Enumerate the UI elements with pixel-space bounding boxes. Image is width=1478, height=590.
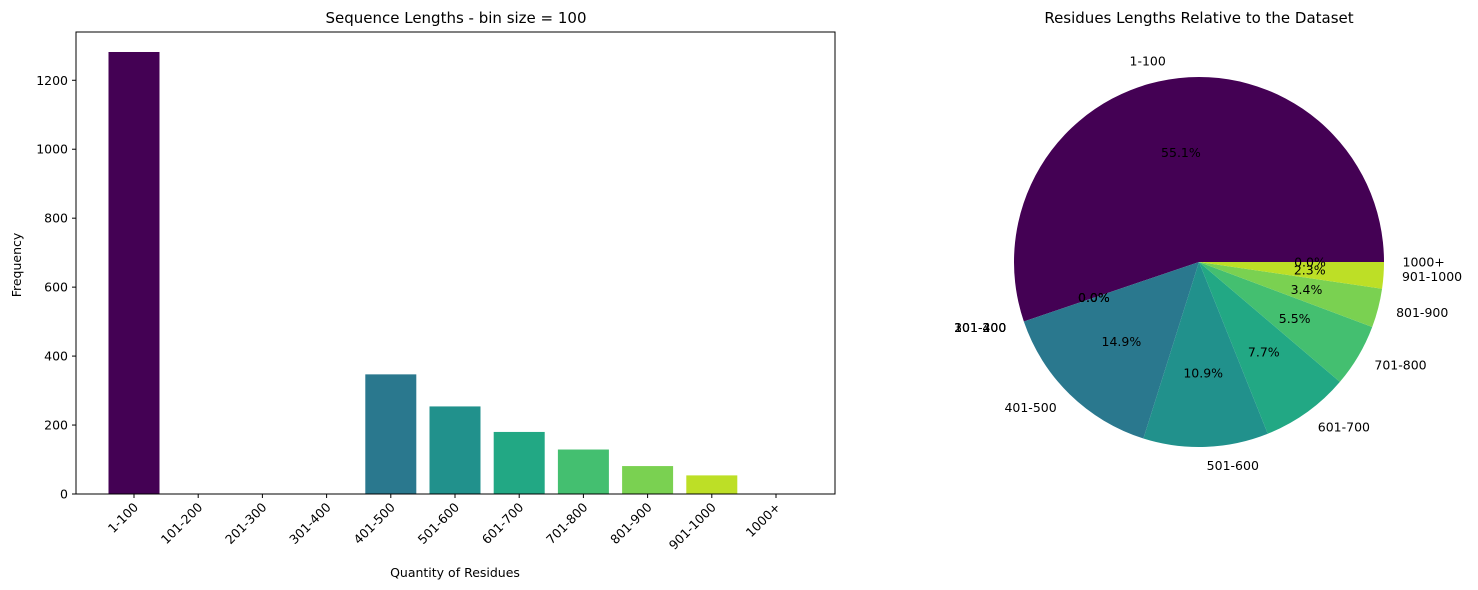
- pie-label: 401-500: [1004, 400, 1056, 415]
- y-tick-label: 1200: [36, 73, 68, 88]
- x-tick-label: 501-600: [415, 499, 463, 547]
- x-axis-label: Quantity of Residues: [390, 565, 520, 580]
- plot-frame: [75, 31, 836, 495]
- x-tick-label: 601-700: [479, 499, 527, 547]
- x-tick-label: 201-300: [222, 499, 270, 547]
- pie-slice-801-900: [1199, 262, 1383, 327]
- y-axis-ticks: 0 200 400 600 800 1000 1200: [36, 73, 76, 502]
- pie-slice-701-800: [1199, 262, 1373, 382]
- x-tick-label: 701-800: [543, 499, 591, 547]
- bar-marks: [108, 51, 738, 495]
- pie-label: 601-700: [1318, 420, 1370, 435]
- pie-pct-label: 7.7%: [1248, 345, 1280, 360]
- y-tick-label: 1000: [36, 142, 68, 157]
- pie-label: 901-1000: [1402, 269, 1462, 284]
- y-tick-label: 600: [44, 280, 68, 295]
- bar-501-600: [429, 406, 481, 494]
- bar-601-700: [493, 431, 545, 494]
- pie-label: 701-800: [1374, 358, 1426, 373]
- x-tick-label: 1000+: [743, 500, 784, 541]
- y-tick-label: 400: [44, 349, 68, 364]
- pie-pct-label: 0.0%: [1078, 290, 1110, 305]
- pie-chart: Residues Lengths Relative to the Dataset…: [954, 9, 1462, 473]
- pie-label: 801-900: [1396, 305, 1448, 320]
- y-tick-label: 200: [44, 418, 68, 433]
- pie-pct-label: 14.9%: [1102, 334, 1142, 349]
- x-axis-ticks: 1-100 101-200 201-300 301-400 401-500 501-600…: [105, 494, 783, 553]
- pie-pct-label: 55.1%: [1161, 145, 1201, 160]
- bar-901-1000: [686, 475, 738, 494]
- pie-pct-label: 10.9%: [1183, 365, 1223, 380]
- pie-slice-1-100: [1014, 77, 1384, 322]
- x-tick-label: 1-100: [105, 499, 141, 535]
- pie-label: 501-600: [1207, 458, 1259, 473]
- pie-labels: 1-10055.1%101-2000.0%201-3000.0%301-4000…: [954, 54, 1462, 473]
- bar-701-800: [557, 449, 609, 494]
- pie-pct-label: 3.4%: [1291, 282, 1323, 297]
- pie-label: 101-200: [954, 320, 1006, 335]
- pie-slice-401-500: [1023, 262, 1199, 439]
- bar-401-500: [365, 374, 417, 494]
- y-tick-label: 800: [44, 211, 68, 226]
- bar-chart: Sequence Lengths - bin size = 100 0 200 40…: [9, 9, 836, 580]
- x-tick-label: 801-900: [607, 499, 655, 547]
- pie-pct-label: 0.0%: [1078, 290, 1110, 305]
- pie-slice-901-1000: [1199, 262, 1384, 289]
- pie-pct-label: 0.0%: [1078, 290, 1110, 305]
- bar-1-100: [108, 51, 160, 495]
- pie-pct-label: 0.0%: [1294, 255, 1326, 270]
- pie-label: 301-400: [954, 320, 1006, 335]
- x-tick-label: 301-400: [286, 499, 334, 547]
- pie-pct-label: 2.3%: [1294, 263, 1326, 278]
- pie-slices: [1014, 77, 1384, 447]
- pie-label: 1000+: [1403, 255, 1445, 270]
- y-tick-label: 0: [60, 487, 68, 502]
- pie-slice-601-700: [1199, 262, 1340, 434]
- bar-801-900: [622, 466, 674, 494]
- x-tick-label: 101-200: [158, 499, 206, 547]
- pie-chart-title: Residues Lengths Relative to the Dataset: [1044, 9, 1353, 27]
- y-axis-label: Frequency: [9, 232, 24, 297]
- pie-label: 201-300: [954, 320, 1006, 335]
- bar-chart-title: Sequence Lengths - bin size = 100: [325, 9, 586, 27]
- pie-label: 1-100: [1130, 54, 1166, 69]
- pie-pct-label: 5.5%: [1279, 311, 1311, 326]
- pie-slice-501-600: [1143, 262, 1268, 447]
- x-tick-label: 901-1000: [666, 499, 719, 552]
- x-tick-label: 401-500: [350, 499, 398, 547]
